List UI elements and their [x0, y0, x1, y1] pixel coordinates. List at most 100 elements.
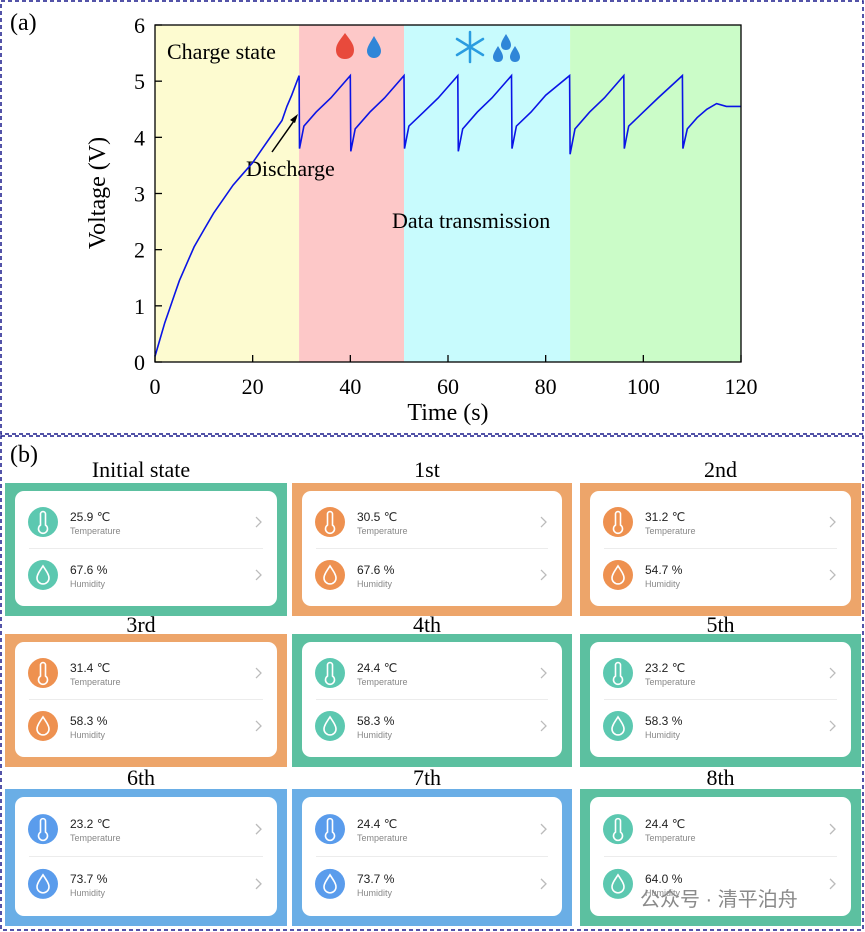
card-label: 2nd — [704, 457, 737, 482]
humidity-value: 64.0 % — [645, 872, 683, 886]
x-tick-label: 40 — [339, 374, 361, 399]
humidity-label: Humidity — [645, 579, 681, 589]
y-tick-label: 4 — [134, 125, 145, 150]
temperature-value: 24.4 ℃ — [645, 817, 685, 831]
device-card: 2nd 31.2 ℃ Temperature 54.7 % Humidity — [580, 457, 861, 616]
annotation: Data transmission — [392, 208, 550, 233]
humidity-icon — [323, 873, 337, 894]
icon-circle — [603, 507, 633, 538]
temperature-value: 25.9 ℃ — [70, 510, 110, 524]
temperature-value: 31.2 ℃ — [645, 510, 685, 524]
device-card: 5th 23.2 ℃ Temperature 58.3 % Humidity — [580, 612, 861, 767]
plot-frame — [154, 24, 742, 363]
chevron — [829, 516, 836, 528]
humidity-icon — [36, 873, 50, 894]
humidity-label: Humidity — [357, 730, 393, 740]
panel-a-frame — [0, 0, 864, 435]
humidity-value: 58.3 % — [357, 714, 395, 728]
x-axis-label: Time (s) — [407, 400, 488, 426]
chevron — [255, 823, 262, 835]
watermark: 公众号 · 清平泊舟 — [640, 888, 798, 911]
thermometer-icon — [37, 661, 49, 686]
temperature-label: Temperature — [70, 526, 121, 536]
humidity-icon — [36, 564, 50, 585]
card-label: 1st — [414, 457, 440, 482]
thermometer-icon — [612, 661, 624, 686]
chevron — [255, 667, 262, 679]
icon-circle — [315, 507, 345, 538]
chevron — [540, 720, 547, 732]
icon-circle — [28, 868, 58, 899]
y-tick-label: 1 — [134, 294, 145, 319]
device-card: 4th 24.4 ℃ Temperature 58.3 % Humidity — [292, 612, 572, 767]
y-tick-label: 0 — [134, 350, 145, 375]
y-tick-label: 5 — [134, 69, 145, 94]
icon-circle — [603, 559, 633, 590]
humidity-value: 73.7 % — [70, 872, 108, 886]
y-tick-label: 6 — [134, 13, 145, 38]
temperature-label: Temperature — [357, 833, 408, 843]
annotation: Discharge — [246, 156, 335, 181]
icon-circle — [28, 559, 58, 590]
x-tick-label: 60 — [437, 374, 459, 399]
temperature-value: 24.4 ℃ — [357, 661, 397, 675]
humidity-icon — [323, 715, 337, 736]
thermometer-icon — [612, 510, 624, 535]
humidity-icon — [611, 564, 625, 585]
card-label: 8th — [706, 765, 734, 790]
humidity-value: 54.7 % — [645, 563, 683, 577]
thermometer-icon — [37, 510, 49, 535]
card-label: 3rd — [126, 612, 155, 637]
icon-circle — [28, 507, 58, 538]
card-label: 6th — [127, 765, 155, 790]
y-tick-label: 3 — [134, 182, 145, 207]
thermometer-icon — [37, 817, 49, 842]
humidity-value: 58.3 % — [645, 714, 683, 728]
y-axis-label: Voltage (V) — [85, 137, 111, 249]
humidity-value: 73.7 % — [357, 872, 395, 886]
y-tick-label: 2 — [134, 238, 145, 263]
x-tick-label: 20 — [242, 374, 264, 399]
chevron — [255, 878, 262, 890]
icon-circle — [315, 658, 345, 689]
humidity-value: 58.3 % — [70, 714, 108, 728]
temperature-value: 24.4 ℃ — [357, 817, 397, 831]
panel-label: (b) — [10, 442, 38, 468]
humidity-value: 67.6 % — [70, 563, 108, 577]
thermometer-icon — [324, 661, 336, 686]
icon-circle — [315, 814, 345, 845]
icon-circle — [315, 710, 345, 741]
annotation: Charge state — [167, 39, 276, 64]
humidity-label: Humidity — [357, 579, 393, 589]
icon-circle — [315, 559, 345, 590]
humidity-label: Humidity — [357, 888, 393, 898]
card-label: 7th — [413, 765, 441, 790]
region — [570, 25, 741, 362]
chevron — [540, 667, 547, 679]
chevron — [829, 823, 836, 835]
humidity-label: Humidity — [70, 579, 106, 589]
icon-circle — [603, 814, 633, 845]
humidity-label: Humidity — [645, 888, 681, 898]
x-tick-label: 100 — [627, 374, 660, 399]
x-tick-label: 120 — [725, 374, 758, 399]
temperature-label: Temperature — [357, 677, 408, 687]
x-tick-label: 80 — [535, 374, 557, 399]
chevron — [540, 823, 547, 835]
temperature-label: Temperature — [645, 526, 696, 536]
chevron — [540, 569, 547, 581]
device-card: 6th 23.2 ℃ Temperature 73.7 % Humidity — [5, 765, 287, 926]
card-label: Initial state — [92, 457, 190, 482]
device-card: 7th 24.4 ℃ Temperature 73.7 % Humidity — [292, 765, 572, 926]
chevron — [255, 569, 262, 581]
icon-circle — [603, 658, 633, 689]
humidity-icon — [36, 715, 50, 736]
arrow — [271, 114, 298, 153]
cold-icon — [455, 30, 520, 64]
chevron — [255, 516, 262, 528]
icon-circle — [28, 814, 58, 845]
thermometer-icon — [324, 510, 336, 535]
device-card: 1st 30.5 ℃ Temperature 67.6 % Humidity — [292, 457, 572, 616]
panel-b-frame — [0, 435, 864, 931]
